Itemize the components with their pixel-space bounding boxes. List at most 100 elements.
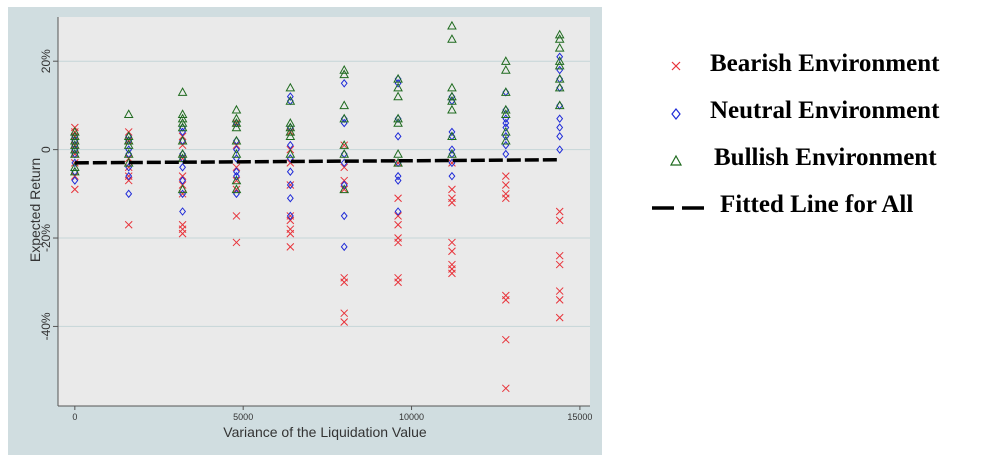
- bearish-point: [448, 238, 456, 247]
- bearish-point: [178, 189, 187, 198]
- bullish-point: [554, 42, 565, 52]
- bullish-point: [177, 109, 188, 118]
- neutral-point: [448, 171, 456, 181]
- scatter-chart: 20% 0 -20% -40% 0 5000 10000 15000 Variance of …: [8, 7, 602, 455]
- bullish-point: [393, 91, 403, 101]
- bearish-point: [394, 212, 402, 220]
- bullish-point: [69, 144, 80, 154]
- bearish-point: [232, 141, 241, 150]
- bullish-point: [500, 56, 511, 65]
- neutral-point: [394, 207, 402, 216]
- dashed-line-icon: [652, 206, 706, 210]
- bullish-point: [231, 184, 242, 194]
- neutral-point: [286, 180, 294, 190]
- bullish-point: [285, 131, 296, 141]
- bullish-point: [177, 113, 188, 123]
- bullish-point: [500, 65, 511, 74]
- bullish-point: [69, 135, 80, 145]
- bullish-point: [554, 56, 565, 65]
- bearish-point: [555, 207, 564, 216]
- bearish-point: [232, 185, 241, 194]
- bullish-point: [177, 153, 188, 163]
- neutral-point: [556, 132, 564, 141]
- neutral-point: [125, 171, 133, 181]
- neutral-point: [502, 118, 510, 128]
- bullish-point: [339, 140, 350, 149]
- bearish-point: [501, 172, 510, 180]
- legend-label-bullish: Bullish Environment: [714, 144, 937, 171]
- bearish-point: [448, 269, 456, 278]
- bearish-point: [124, 220, 133, 229]
- neutral-point: [233, 167, 240, 177]
- bullish-point: [177, 135, 188, 145]
- bullish-point: [69, 166, 80, 176]
- bearish-point: [394, 194, 402, 203]
- bullish-point: [177, 87, 188, 96]
- bullish-point: [123, 131, 134, 141]
- bearish-point: [178, 141, 187, 150]
- bullish-point: [339, 65, 350, 74]
- y-tick-label: -40%: [39, 312, 53, 340]
- bearish-point: [448, 198, 456, 207]
- legend-item-bullish: Bullish Environment: [640, 140, 985, 187]
- bullish-point: [447, 34, 457, 43]
- neutral-point: [556, 145, 564, 154]
- bearish-point: [232, 176, 241, 185]
- bearish-point: [501, 384, 510, 393]
- neutral-point: [394, 176, 402, 185]
- neutral-point: [286, 92, 294, 101]
- bullish-point: [447, 82, 457, 92]
- bearish-point: [286, 243, 295, 251]
- diamond-marker-icon: [671, 108, 681, 120]
- bullish-point: [69, 140, 80, 149]
- bullish-point: [554, 60, 565, 70]
- neutral-point: [502, 149, 510, 159]
- legend-label-neutral: Neutral Environment: [710, 97, 940, 124]
- chart-frame: 20% 0 -20% -40% 0 5000 10000 15000 Variance of …: [8, 7, 602, 455]
- bullish-point: [285, 126, 296, 136]
- bullish-point: [500, 87, 511, 96]
- triangle-marker-icon: [669, 154, 683, 166]
- neutral-point: [556, 52, 564, 62]
- bullish-point: [447, 20, 457, 30]
- neutral-point: [286, 211, 294, 221]
- bearish-point: [394, 220, 402, 229]
- neutral-point: [502, 123, 510, 132]
- bullish-point: [69, 126, 80, 136]
- neutral-point: [233, 171, 240, 181]
- bullish-point: [177, 149, 188, 158]
- neutral-point: [286, 193, 294, 203]
- bearish-point: [501, 335, 510, 344]
- fitted-line-layer: [74, 158, 560, 165]
- plot-area: [58, 17, 590, 406]
- bearish-point: [555, 260, 564, 269]
- legend: Bearish Environment Neutral Environment …: [640, 46, 985, 234]
- bearish-point: [232, 238, 241, 247]
- bearish-point: [501, 296, 510, 304]
- bullish-point: [69, 149, 80, 158]
- bullish-point: [554, 29, 565, 39]
- bearish-point: [124, 163, 133, 172]
- bearish-point: [555, 287, 564, 295]
- bearish-point: [340, 141, 349, 150]
- x-tick-label: 0: [72, 412, 77, 422]
- bearish-point: [340, 163, 349, 172]
- bullish-point: [339, 69, 350, 79]
- bullish-point: [177, 118, 188, 127]
- bearish-point: [232, 163, 241, 172]
- bullish-point: [447, 131, 457, 141]
- bearish-point: [501, 181, 510, 189]
- data-points: [69, 20, 565, 393]
- bullish-point: [500, 104, 511, 114]
- bullish-point: [393, 118, 403, 127]
- bullish-point: [393, 82, 403, 92]
- bullish-point: [393, 149, 403, 158]
- bullish-point: [554, 34, 565, 43]
- legend-label-fitted-line: Fitted Line for All: [720, 191, 914, 218]
- bullish-point: [500, 109, 511, 118]
- bullish-point: [177, 184, 188, 194]
- neutral-point: [448, 145, 456, 154]
- neutral-point: [179, 207, 187, 216]
- neutral-point: [556, 123, 564, 132]
- bullish-point: [339, 184, 350, 194]
